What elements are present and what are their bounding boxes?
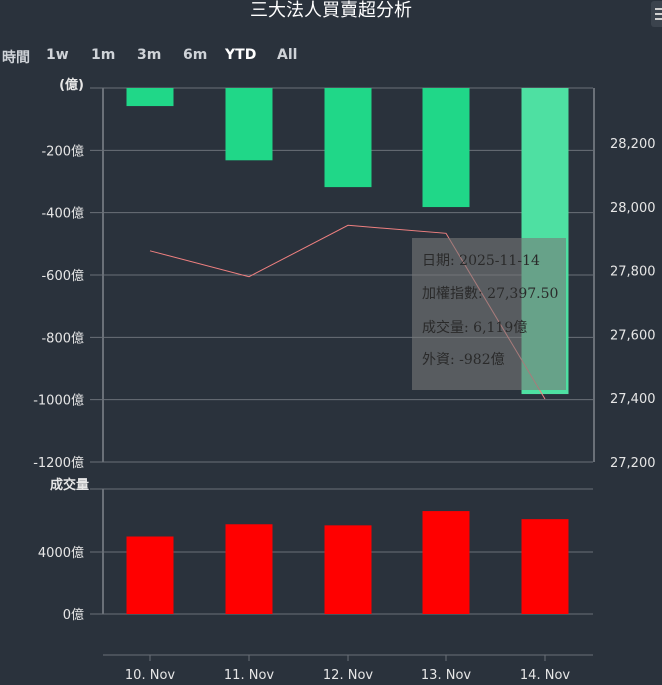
volume-tick-label: 0億 xyxy=(63,607,84,623)
range-button-all[interactable]: All xyxy=(277,47,298,63)
y-left-tick-label: -1200億 xyxy=(33,455,84,471)
x-tick-label: 10. Nov xyxy=(125,668,175,683)
range-button-ytd[interactable]: YTD xyxy=(225,47,257,63)
range-button-3m[interactable]: 3m xyxy=(137,47,162,63)
tooltip-index: 加權指數: 27,397.50 xyxy=(422,286,559,302)
y-left-tick-label: -400億 xyxy=(41,206,84,222)
volume-axis-title: 成交量 xyxy=(50,477,89,493)
net-bar-13-nov xyxy=(422,88,470,208)
y-left-tick-label: -1000億 xyxy=(33,393,84,409)
x-tick-label: 13. Nov xyxy=(421,668,471,683)
y-left-tick-label: -800億 xyxy=(41,330,84,346)
net-bar-12-nov xyxy=(324,88,372,188)
volume-bar-12-nov xyxy=(324,525,372,614)
net-bar-11-nov xyxy=(225,88,273,161)
y-right-tick-label: 27,200 xyxy=(610,456,656,471)
range-button-6m[interactable]: 6m xyxy=(183,47,208,63)
menu-icon xyxy=(655,8,662,10)
chart-menu-button[interactable] xyxy=(651,1,662,27)
range-button-1w[interactable]: 1w xyxy=(46,47,69,63)
y-left-tick-label: -600億 xyxy=(41,268,84,284)
x-tick-label: 14. Nov xyxy=(520,668,570,683)
volume-bar-14-nov xyxy=(521,519,569,614)
volume-tick-label: 4000億 xyxy=(38,545,84,561)
menu-icon-line xyxy=(655,13,662,15)
chart-title: 三大法人買賣超分析 xyxy=(250,0,412,21)
x-tick-label: 12. Nov xyxy=(323,668,373,683)
tooltip-foreign: 外資: -982億 xyxy=(422,352,505,368)
y-right-tick-label: 28,000 xyxy=(610,201,656,216)
range-selector-label: 時間 xyxy=(2,50,30,66)
net-bar-10-nov xyxy=(126,88,174,107)
volume-bar-11-nov xyxy=(225,524,273,614)
tooltip-volume: 成交量: 6,119億 xyxy=(422,320,528,336)
tooltip-date: 日期: 2025-11-14 xyxy=(422,253,540,269)
menu-icon-line xyxy=(655,18,662,20)
y-right-tick-label: 28,200 xyxy=(610,137,656,152)
range-button-1m[interactable]: 1m xyxy=(91,47,116,63)
y-right-tick-label: 27,400 xyxy=(610,392,656,407)
data-tooltip: 日期: 2025-11-14 加權指數: 27,397.50 成交量: 6,11… xyxy=(412,238,566,390)
x-tick-label: 11. Nov xyxy=(224,668,274,683)
volume-bar-13-nov xyxy=(422,511,470,614)
y-right-tick-label: 27,800 xyxy=(610,265,656,280)
volume-bar-10-nov xyxy=(126,536,174,614)
y-left-axis-title: (億) xyxy=(59,77,84,93)
y-right-tick-label: 27,600 xyxy=(610,328,656,343)
y-left-tick-label: -200億 xyxy=(41,143,84,159)
